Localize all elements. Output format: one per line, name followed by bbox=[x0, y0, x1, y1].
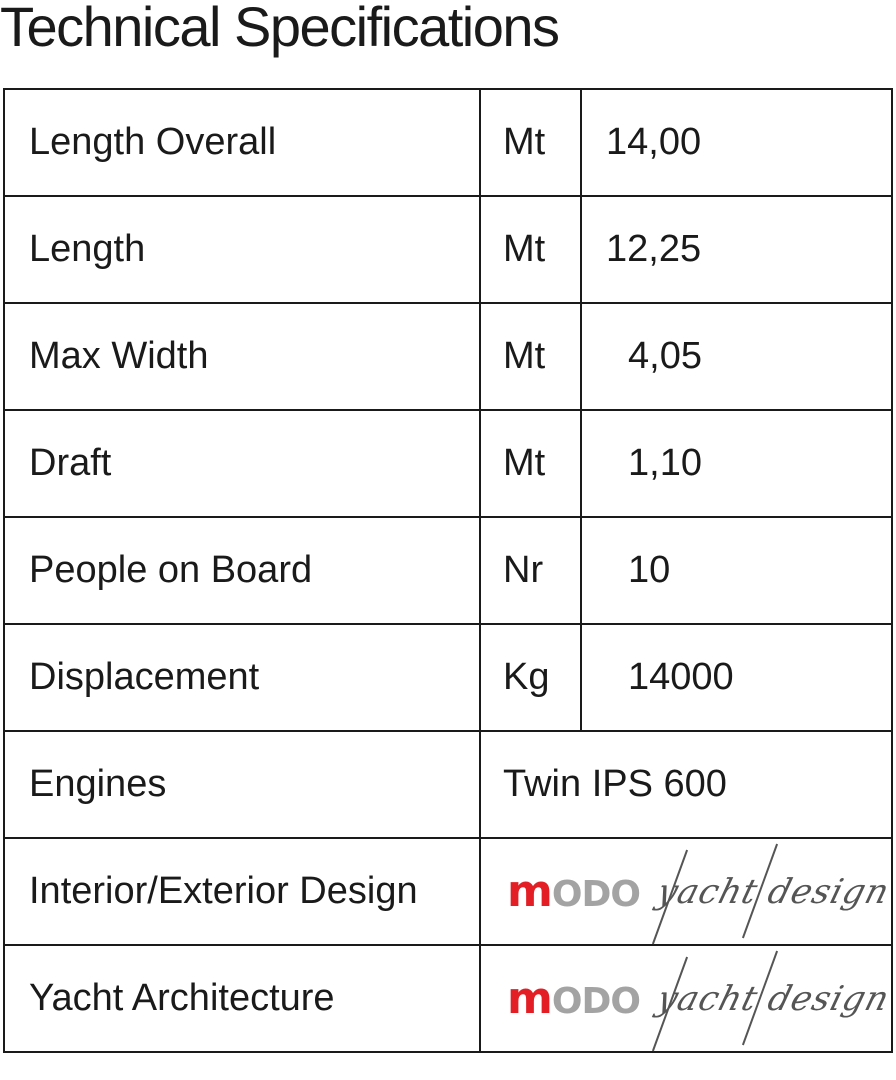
spec-value: Twin IPS 600 bbox=[479, 730, 893, 839]
page-title: Technical Specifications bbox=[0, 0, 560, 58]
spec-label: Displacement bbox=[3, 623, 481, 732]
table-row: Interior/Exterior Design mODO yacht desi… bbox=[3, 837, 894, 946]
modo-logo-cell: mODO yacht design bbox=[479, 944, 894, 1053]
spec-value: 4,05 bbox=[580, 302, 893, 411]
modo-logo-cell: mODO yacht design bbox=[479, 837, 894, 946]
spec-label: People on Board bbox=[3, 516, 481, 625]
spec-value: 14,00 bbox=[580, 88, 893, 197]
spec-label: Engines bbox=[3, 730, 481, 839]
spec-label: Length bbox=[3, 195, 481, 304]
spec-value: 10 bbox=[580, 516, 893, 625]
spec-unit: Mt bbox=[479, 409, 582, 518]
table-row: Max Width Mt 4,05 bbox=[3, 302, 893, 411]
spec-label: Draft bbox=[3, 409, 481, 518]
table-row: Displacement Kg 14000 bbox=[3, 623, 893, 732]
spec-label: Max Width bbox=[3, 302, 481, 411]
spec-unit: Mt bbox=[479, 302, 582, 411]
modo-yacht-design-logo: mODO yacht design bbox=[481, 839, 894, 945]
specs-table: Length Overall Mt 14,00 Length Mt 12,25 … bbox=[3, 88, 894, 1053]
table-row: Length Overall Mt 14,00 bbox=[3, 88, 893, 197]
table-row: Engines Twin IPS 600 bbox=[3, 730, 893, 839]
modo-yacht-design-logo: mODO yacht design bbox=[481, 946, 894, 1052]
spec-unit: Mt bbox=[479, 88, 582, 197]
spec-label: Interior/Exterior Design bbox=[3, 837, 481, 946]
spec-label: Yacht Architecture bbox=[3, 944, 481, 1053]
spec-label: Length Overall bbox=[3, 88, 481, 197]
spec-value: 1,10 bbox=[580, 409, 893, 518]
spec-unit: Nr bbox=[479, 516, 582, 625]
spec-unit: Kg bbox=[479, 623, 582, 732]
spec-value: 14000 bbox=[580, 623, 893, 732]
table-row: Yacht Architecture mODO yacht design bbox=[3, 944, 894, 1053]
spec-value: 12,25 bbox=[580, 195, 893, 304]
spec-unit: Mt bbox=[479, 195, 582, 304]
table-row: People on Board Nr 10 bbox=[3, 516, 893, 625]
table-row: Draft Mt 1,10 bbox=[3, 409, 893, 518]
table-row: Length Mt 12,25 bbox=[3, 195, 893, 304]
